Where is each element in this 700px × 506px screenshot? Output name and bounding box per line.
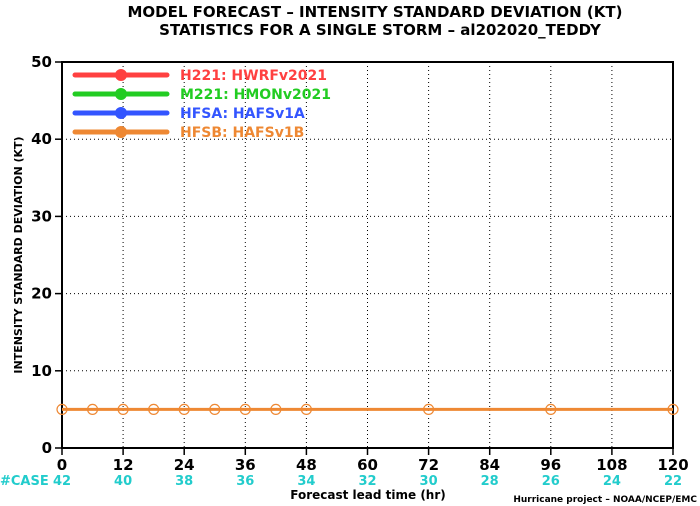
data-point: [667, 403, 679, 415]
x-tick-label: 60: [357, 456, 378, 474]
case-count: 32: [358, 474, 376, 489]
case-count: 38: [175, 474, 193, 489]
x-tick-label: 84: [479, 456, 500, 474]
y-tick-label: 30: [31, 207, 52, 225]
case-count: 30: [420, 474, 438, 489]
case-count: 22: [664, 474, 682, 489]
case-count: 42: [53, 474, 71, 489]
axes: 0 12 24 36 48 60 72 84 96 108 120 0 10 20 30 40 50: [31, 53, 689, 474]
case-count: 24: [603, 474, 621, 489]
legend-entry: HFSA: HAFSv1A: [180, 106, 305, 122]
data-point: [270, 403, 282, 415]
legend: H221: HWRFv2021 M221: HMONv2021 HFSA: HAFS…: [72, 68, 331, 141]
x-tick-label: 108: [596, 456, 627, 474]
legend-marker: [115, 126, 127, 138]
data-point: [117, 403, 129, 415]
x-tick-label: 120: [657, 456, 688, 474]
x-tick-label: 24: [174, 456, 195, 474]
data-point: [545, 403, 557, 415]
case-count: 36: [236, 474, 254, 489]
y-axis-label: INTENSITY STANDARD DEVIATION (KT): [12, 136, 25, 373]
plot-area: [62, 62, 673, 448]
legend-entry: HFSB: HAFSv1B: [180, 125, 304, 141]
x-tick-label: 72: [418, 456, 439, 474]
legend-marker: [115, 107, 127, 119]
x-tick-label: 96: [540, 456, 561, 474]
case-count-label: #CASE: [0, 474, 49, 489]
y-tick-label: 0: [42, 439, 52, 457]
chart-title-line1: MODEL FORECAST – INTENSITY STANDARD DEVI…: [128, 3, 623, 21]
data-point: [178, 403, 190, 415]
case-count: 40: [114, 474, 132, 489]
data-point: [209, 403, 221, 415]
case-count: 28: [481, 474, 499, 489]
y-tick-label: 10: [31, 362, 52, 380]
case-counts: 42 40 38 36 34 32 30 28 26 24 22: [53, 474, 682, 489]
chart-title-line2: STATISTICS FOR A SINGLE STORM – al202020…: [159, 21, 602, 39]
legend-entry: M221: HMONv2021: [180, 87, 331, 103]
legend-marker: [115, 69, 127, 81]
x-axis-label: Forecast lead time (hr): [290, 488, 446, 502]
legend-marker: [115, 88, 127, 100]
data-point: [86, 403, 99, 415]
x-tick-label: 12: [113, 456, 134, 474]
data-point: [56, 403, 68, 415]
case-count: 26: [542, 474, 560, 489]
y-tick-label: 40: [31, 130, 52, 148]
case-count: 34: [297, 474, 315, 489]
y-tick-label: 20: [31, 285, 52, 303]
legend-entry: H221: HWRFv2021: [180, 68, 327, 84]
x-tick-label: 0: [57, 456, 67, 474]
data-point: [148, 403, 160, 415]
credit-text: Hurricane project – NOAA/NCEP/EMC: [513, 495, 697, 505]
series-layer: [56, 403, 679, 415]
x-tick-label: 36: [235, 456, 256, 474]
y-tick-label: 50: [31, 53, 52, 71]
data-point: [239, 403, 251, 415]
x-tick-label: 48: [296, 456, 317, 474]
data-point: [300, 403, 312, 415]
data-point: [423, 403, 435, 415]
